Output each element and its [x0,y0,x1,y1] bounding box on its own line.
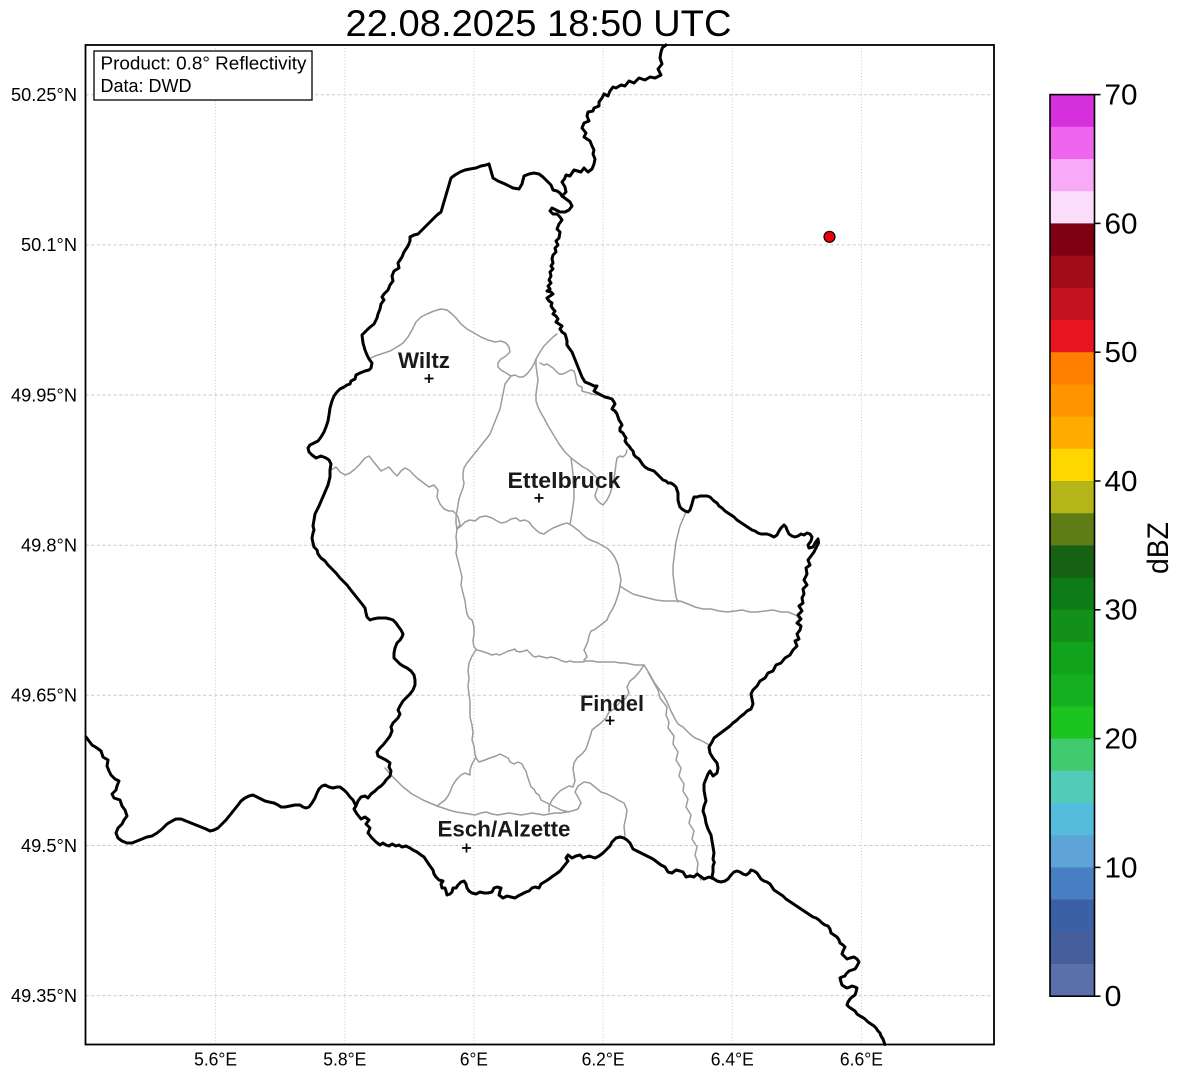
svg-text:30: 30 [1105,595,1138,627]
svg-text:6.2°E: 6.2°E [582,1049,625,1070]
svg-text:Findel: Findel [580,691,644,716]
svg-text:Data: DWD: Data: DWD [101,76,192,96]
svg-text:5.6°E: 5.6°E [194,1049,237,1070]
svg-text:6°E: 6°E [460,1049,488,1070]
svg-text:50.25°N: 50.25°N [11,84,77,105]
svg-text:5.8°E: 5.8°E [323,1049,366,1070]
svg-text:22.08.2025 18:50 UTC: 22.08.2025 18:50 UTC [346,2,732,44]
svg-text:49.5°N: 49.5°N [21,835,77,856]
svg-text:Ettelbruck: Ettelbruck [508,468,622,493]
svg-text:40: 40 [1105,466,1138,498]
svg-text:0: 0 [1105,981,1122,1013]
svg-text:Esch/Alzette: Esch/Alzette [438,817,571,842]
svg-text:6.6°E: 6.6°E [840,1049,883,1070]
svg-text:Product: 0.8° Reflectivity: Product: 0.8° Reflectivity [101,54,307,74]
svg-text:dBZ: dBZ [1142,522,1175,574]
svg-text:49.8°N: 49.8°N [21,535,77,556]
svg-text:50: 50 [1105,337,1138,369]
svg-text:49.65°N: 49.65°N [11,685,77,706]
svg-text:60: 60 [1105,208,1138,240]
svg-text:49.35°N: 49.35°N [11,985,77,1006]
svg-text:20: 20 [1105,724,1138,756]
svg-text:50.1°N: 50.1°N [21,234,77,255]
svg-text:10: 10 [1105,852,1138,884]
svg-text:Wiltz: Wiltz [398,348,450,373]
svg-text:70: 70 [1105,80,1138,112]
svg-text:6.4°E: 6.4°E [711,1049,754,1070]
svg-text:49.95°N: 49.95°N [11,384,77,405]
